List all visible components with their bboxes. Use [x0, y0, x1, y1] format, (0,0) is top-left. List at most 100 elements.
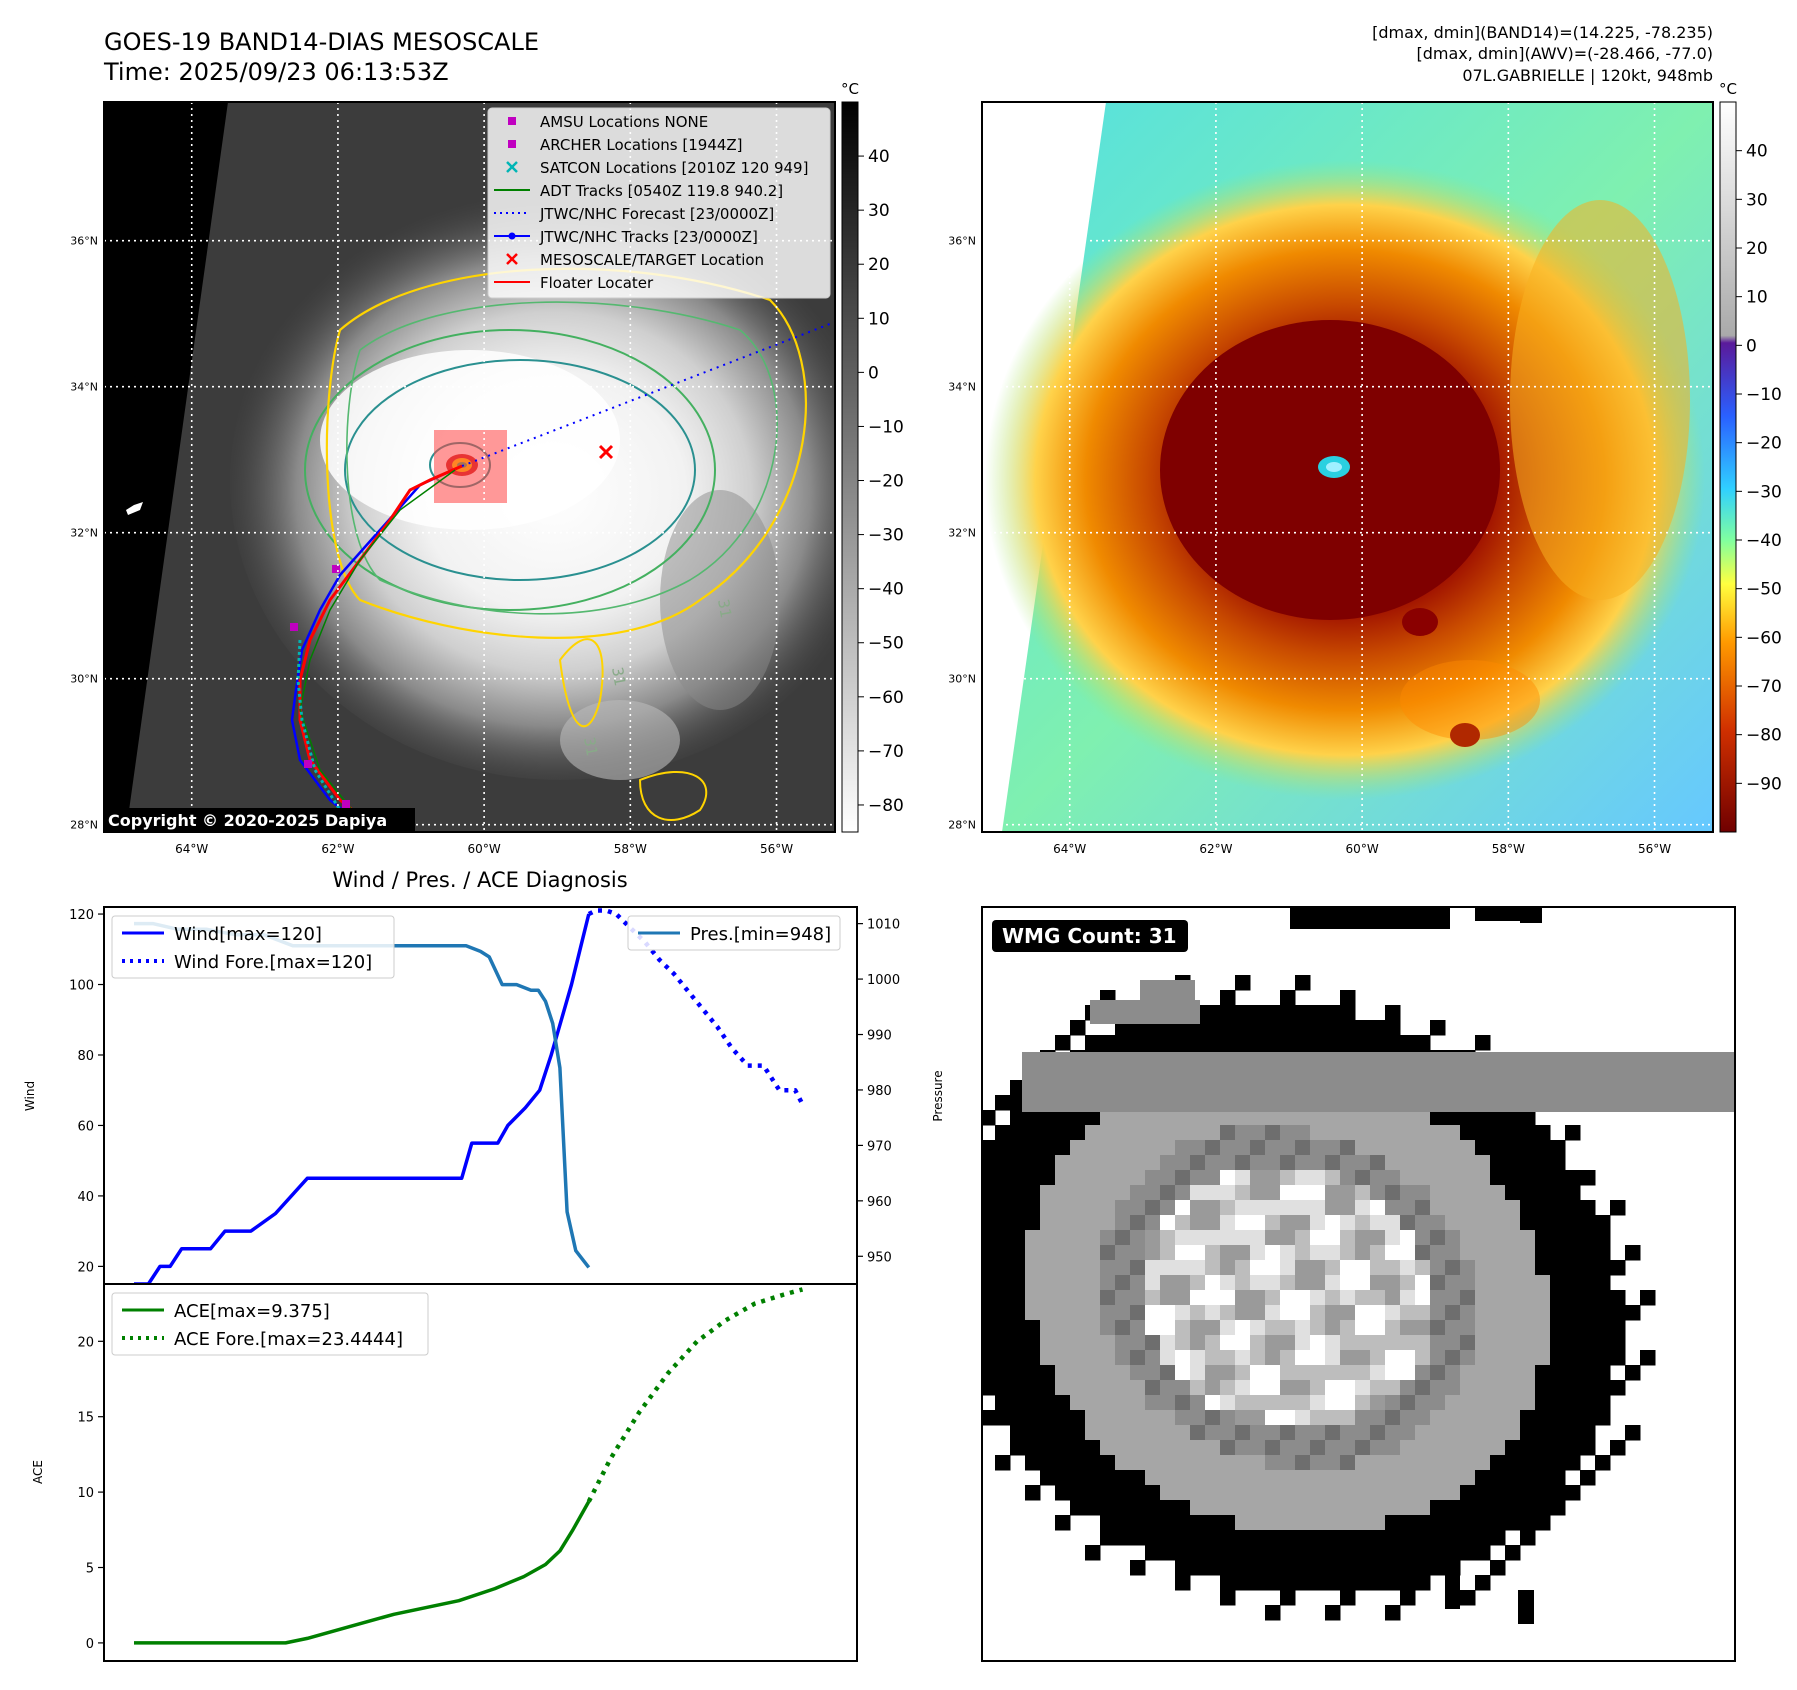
wmg-cell [995, 1215, 1011, 1231]
wmg-cell [1445, 1380, 1461, 1396]
wmg-cell [1430, 1350, 1446, 1366]
wmg-cell [1250, 1350, 1266, 1366]
wmg-cell [1550, 1410, 1566, 1426]
wmg-cell [1535, 1290, 1551, 1306]
wmg-cell [1145, 1125, 1161, 1141]
wmg-cell [1400, 1155, 1416, 1171]
wmg-cell [1415, 1545, 1431, 1561]
wmg-cell [1430, 1380, 1446, 1396]
wmg-cell [1190, 1275, 1206, 1291]
wmg-cell [1130, 1440, 1146, 1456]
y-tick-label: 990 [867, 1029, 892, 1044]
wmg-cell [1385, 1365, 1401, 1381]
wmg-cell [1445, 1320, 1461, 1336]
wmg-cell [1475, 1245, 1491, 1261]
wmg-cell [1355, 1110, 1371, 1126]
wmg-cell [1205, 1440, 1221, 1456]
y-tick-label: 5 [86, 1562, 94, 1577]
wmg-cell [1325, 1170, 1341, 1186]
wmg-cell [982, 1200, 996, 1216]
wmg-cell [1025, 1275, 1041, 1291]
wmg-cell [1415, 1230, 1431, 1246]
wmg-cell [1250, 1215, 1266, 1231]
wmg-cell [1340, 1035, 1356, 1051]
wmg-cell [1115, 1470, 1131, 1486]
wmg-cell [1505, 1365, 1521, 1381]
wmg-cell [1040, 1245, 1056, 1261]
wmg-cell [1100, 1320, 1116, 1336]
wmg-cell [1385, 1395, 1401, 1411]
wmg-cell [1160, 1395, 1176, 1411]
wmg-cell [1250, 1530, 1266, 1546]
wmg-cell [1505, 1185, 1521, 1201]
wmg-cell [1340, 1185, 1356, 1201]
wmg-cell [1520, 1110, 1536, 1126]
wmg-cell [1280, 1275, 1296, 1291]
wmg-cell [1235, 1335, 1251, 1351]
wmg-cell [1115, 1035, 1131, 1051]
ace-chart: 0 5 10 15 20 ACE ACE[max=9.375] ACE Fore.[ma… [31, 1283, 858, 1662]
wmg-cell [1415, 1170, 1431, 1186]
wmg-cell [1145, 1140, 1161, 1156]
wmg-cell [1505, 1155, 1521, 1171]
wmg-cell [1535, 1125, 1551, 1141]
wmg-cell [1160, 1320, 1176, 1336]
y-tick-label: 20 [77, 1335, 94, 1350]
wmg-cell [1100, 1170, 1116, 1186]
wmg-cell [1355, 1470, 1371, 1486]
wmg-cell [1265, 1605, 1281, 1621]
wmg-cell [995, 1095, 1011, 1111]
wmg-cell [1400, 1230, 1416, 1246]
wmg-cell [1430, 1215, 1446, 1231]
wmg-cell [1190, 1125, 1206, 1141]
wmg-cell [1040, 1425, 1056, 1441]
wmg-cell [1415, 1530, 1431, 1546]
wmg-cell [1460, 1485, 1476, 1501]
wmg-cell [1175, 1335, 1191, 1351]
wmg-cell [1010, 1440, 1026, 1456]
wmg-cell [1130, 1485, 1146, 1501]
wmg-cell [1340, 1560, 1356, 1576]
wmg-cell [1085, 1455, 1101, 1471]
wmg-cell [1415, 1440, 1431, 1456]
wmg-cell [982, 1245, 996, 1261]
wmg-cell [1310, 1485, 1326, 1501]
wmg-cell [1445, 1260, 1461, 1276]
wmg-cell [1415, 1500, 1431, 1516]
wmg-cell [1085, 1260, 1101, 1276]
wmg-cell [1235, 1110, 1251, 1126]
wmg-cell [1220, 1110, 1236, 1126]
wmg-cell [1160, 1440, 1176, 1456]
lat-label: 34°N [948, 381, 976, 394]
wmg-cell [1115, 1200, 1131, 1216]
wmg-cell [1595, 1335, 1611, 1351]
wmg-cell [1160, 1380, 1176, 1396]
awv-map-lat-labels: 36°N 34°N 32°N 30°N 28°N [948, 235, 976, 832]
wmg-cell [1190, 1290, 1206, 1306]
wmg-cell [1265, 1020, 1281, 1036]
wmg-cell [1310, 1470, 1326, 1486]
wmg-cell [1580, 1365, 1596, 1381]
wmg-cell [1370, 1110, 1386, 1126]
wmg-cell [1130, 1140, 1146, 1156]
wmg-cell [1025, 1125, 1041, 1141]
colorbar-tick: −70 [1746, 677, 1782, 697]
wmg-cell [1280, 1305, 1296, 1321]
wmg-cell [1145, 1200, 1161, 1216]
diagnosis-title: Wind / Pres. / ACE Diagnosis [332, 868, 627, 892]
wmg-cell [1280, 1035, 1296, 1051]
figure-time: Time: 2025/09/23 06:13:53Z [103, 58, 449, 86]
wmg-cell [1040, 1215, 1056, 1231]
wmg-cell [1430, 1245, 1446, 1261]
wmg-cell [1100, 1530, 1116, 1546]
legend-label: JTWC/NHC Forecast [23/0000Z] [539, 205, 774, 223]
lon-label: 62°W [321, 842, 354, 856]
wmg-cell [1415, 1485, 1431, 1501]
ir-map-lat-labels: 36°N 34°N 32°N 30°N 28°N [70, 235, 98, 832]
wmg-cell [1205, 1395, 1221, 1411]
wmg-cell [1280, 1440, 1296, 1456]
wmg-cell [1415, 1185, 1431, 1201]
wmg-cell [1250, 1260, 1266, 1276]
wmg-cell [1085, 1170, 1101, 1186]
wmg-cell [1295, 1470, 1311, 1486]
